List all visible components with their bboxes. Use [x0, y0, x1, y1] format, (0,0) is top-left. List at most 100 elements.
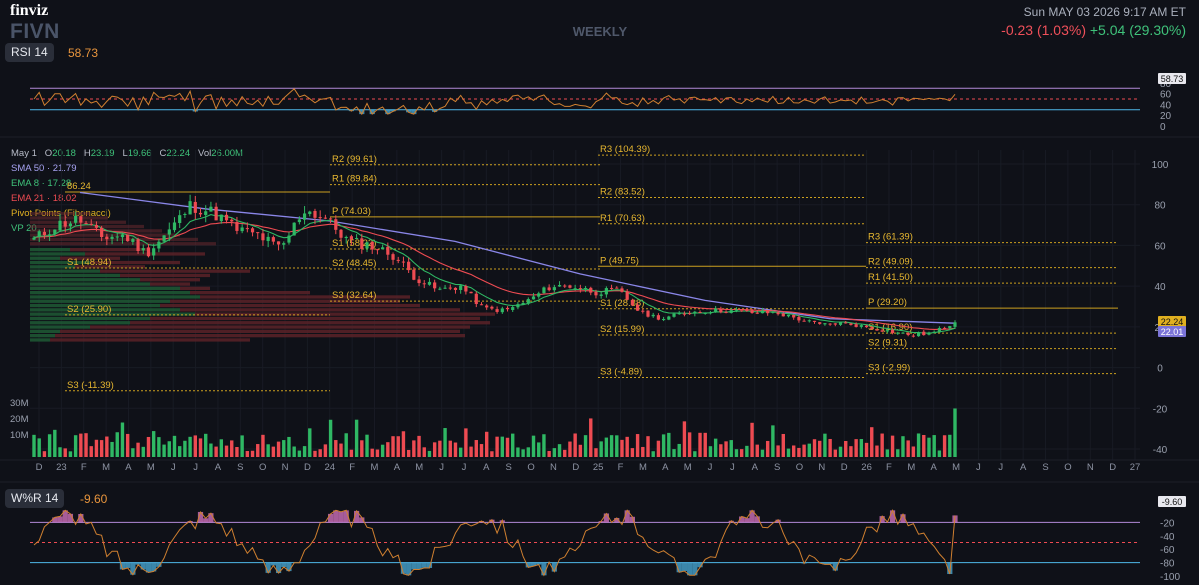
candle-down	[474, 293, 478, 304]
x-tick-label: D	[1109, 462, 1116, 473]
wr-panel-label[interactable]: W%R 14	[5, 489, 65, 508]
wr-oversold-fill	[947, 562, 953, 575]
volume-bar-up	[771, 425, 775, 457]
candle-down	[578, 288, 582, 290]
volume-bar-down	[235, 447, 239, 457]
candle-up	[573, 288, 577, 290]
wr-tick-label: -40	[1160, 532, 1175, 543]
x-tick-label: F	[886, 462, 892, 473]
volume-bar-up	[526, 447, 531, 457]
candle-up	[58, 220, 62, 231]
candle-down	[375, 249, 380, 251]
wr-oversold-fill	[270, 562, 276, 566]
moving-averages	[33, 191, 956, 334]
wr-overbought-fill	[775, 519, 781, 523]
candle-up	[552, 287, 556, 291]
timeframe-label[interactable]: WEEKLY	[572, 24, 628, 39]
legend-ema8[interactable]: EMA 8 · 17.28	[11, 178, 72, 189]
change-extended: +5.04 (29.30%)	[1089, 22, 1186, 38]
volume-bar-up	[693, 451, 697, 457]
candle-down	[448, 287, 452, 289]
x-tick-label: M	[415, 462, 423, 473]
vp-bar-down	[30, 212, 90, 216]
volume-bar-down	[573, 433, 577, 457]
candle-down	[880, 330, 884, 332]
candle-down	[656, 315, 661, 320]
vp-bar-up	[30, 312, 195, 316]
wr-overbought-fill	[900, 514, 906, 523]
wr-overbought-fill	[359, 517, 365, 523]
wr-oversold-fill	[281, 562, 287, 568]
candle-up	[74, 215, 78, 223]
vp-bar-up	[30, 269, 100, 273]
candle-down	[766, 310, 770, 314]
wr-overbought-fill	[52, 517, 58, 523]
vp-bar-down	[90, 325, 470, 329]
rsi-indicator	[30, 87, 1140, 116]
volume-bar-down	[849, 446, 853, 457]
wr-oversold-fill	[692, 562, 698, 576]
finviz-logo[interactable]: finviz	[10, 2, 49, 19]
pivot-label-r2: R2 (99.61)	[332, 154, 377, 165]
legend-low-label: L	[122, 148, 128, 159]
wr-overbought-fill	[333, 510, 339, 523]
x-tick-label: A	[1020, 462, 1027, 473]
legend-close: 22.24	[166, 148, 191, 159]
candle-down	[339, 229, 343, 238]
candle-down	[370, 241, 374, 250]
x-tick-label: N	[550, 462, 557, 473]
wr-overbought-fill	[754, 516, 760, 523]
legend-high-label: H	[83, 148, 91, 159]
rsi-panel-label[interactable]: RSI 14	[5, 43, 54, 62]
wr-oversold-fill	[130, 562, 136, 575]
vp-bar-down	[30, 242, 216, 246]
vp-bar-down	[150, 282, 190, 286]
vp-bar-down	[90, 260, 180, 265]
candle-down	[214, 206, 218, 221]
volume-bar-down	[870, 427, 874, 457]
candle-down	[609, 287, 614, 289]
volume-bar-up	[131, 448, 135, 457]
candle-down	[812, 320, 817, 322]
legend-ema21[interactable]: EMA 21 · 18.02	[11, 193, 77, 204]
wr-tick-label: -80	[1160, 559, 1175, 570]
rsi-oversold-fill	[359, 109, 365, 115]
wr-overbought-fill	[478, 520, 485, 523]
volume-bar-down	[844, 440, 848, 457]
volume-bar-up	[948, 434, 952, 457]
volume-bar-down	[276, 441, 281, 457]
legend-sma50[interactable]: SMA 50 · 21.79	[11, 163, 77, 174]
volume-bar-up	[521, 449, 525, 457]
volume-bar-up	[151, 431, 156, 457]
wr-oversold-fill	[416, 562, 422, 570]
rsi-line	[33, 88, 956, 116]
volume-bar-up	[219, 439, 224, 457]
pivot-label-p: P (29.20)	[868, 297, 907, 308]
vp-bar-up	[30, 273, 120, 278]
x-tick-label: M	[684, 462, 692, 473]
vp-bar-down	[140, 278, 200, 282]
candle-down	[682, 313, 687, 315]
volume-bar-up	[531, 435, 536, 457]
candle-down	[864, 325, 869, 328]
candle-up	[859, 325, 863, 327]
pivot-label-p: P (74.03)	[332, 206, 371, 217]
rsi-oversold-fill	[406, 109, 412, 113]
rsi-oversold-fill	[385, 109, 391, 115]
rsi-value: 58.73	[68, 46, 99, 60]
candle-up	[48, 234, 52, 236]
y-tick-label: 100	[1152, 160, 1169, 171]
wr-oversold-fill	[697, 562, 703, 568]
legend-vp[interactable]: VP 20	[11, 223, 37, 234]
volume-bar-down	[750, 422, 754, 457]
wr-overbought-fill	[208, 513, 214, 523]
vp-bar-up	[30, 299, 170, 303]
candle-up	[823, 323, 827, 325]
wr-oversold-fill	[822, 562, 828, 565]
candle-up	[120, 234, 125, 238]
volume-tick-label: 30M	[10, 398, 29, 409]
candle-down	[547, 287, 551, 291]
volume-bar-down	[63, 448, 67, 457]
candle-up	[537, 293, 541, 297]
